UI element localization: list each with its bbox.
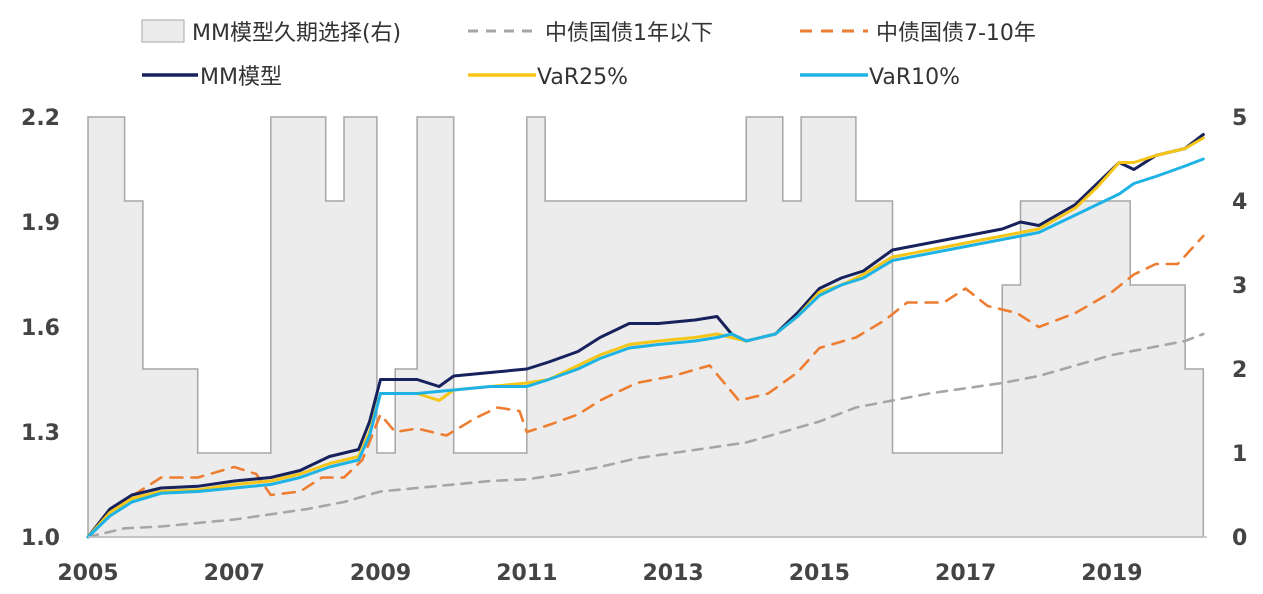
legend: MM模型久期选择(右) 中债国债1年以下 中债国债7-10年 MM模型 VaR2…: [141, 19, 1036, 90]
x-tick-label: 2013: [642, 561, 703, 586]
x-tick-label: 2011: [496, 561, 557, 586]
right-tick-label: 5: [1232, 106, 1247, 131]
left-axis: 1.0 1.3 1.6 1.9 2.2: [21, 106, 60, 551]
right-tick-label: 1: [1232, 442, 1247, 467]
series-lines: [86, 133, 1205, 539]
legend-item-var10: VaR10%: [800, 65, 960, 90]
plot-area: [86, 116, 1207, 539]
right-tick-label: 0: [1232, 526, 1247, 551]
x-tick-label: 2017: [935, 561, 996, 586]
legend-item-mm-model: MM模型: [142, 65, 282, 90]
left-tick-label: 1.6: [21, 316, 60, 341]
legend-label-mm-model: MM模型: [200, 65, 282, 90]
right-tick-label: 3: [1232, 274, 1247, 299]
x-tick-label: 2007: [204, 561, 265, 586]
legend-label-duration-area: MM模型久期选择(右): [192, 21, 401, 46]
legend-item-gov-1y: 中债国债1年以下: [468, 21, 713, 46]
series-gov-1y: [86, 332, 1205, 539]
left-tick-label: 1.0: [21, 526, 60, 551]
legend-swatch-duration-area: [141, 19, 185, 43]
legend-label-gov-7-10y: 中债国债7-10年: [876, 21, 1036, 46]
legend-item-var25: VaR25%: [468, 65, 628, 90]
left-tick-label: 1.9: [21, 211, 60, 236]
left-tick-label: 1.3: [21, 421, 60, 446]
x-tick-label: 2019: [1081, 561, 1142, 586]
x-tick-label: 2009: [350, 561, 411, 586]
x-axis: 2005 2007 2009 2011 2013 2015 2017 2019: [57, 561, 1142, 586]
series-var25: [86, 136, 1205, 539]
series-gov-7-10y: [86, 234, 1205, 539]
legend-label-var25: VaR25%: [537, 65, 628, 90]
left-tick-label: 2.2: [21, 106, 60, 131]
legend-label-var10: VaR10%: [869, 65, 960, 90]
legend-label-gov-1y: 中债国债1年以下: [545, 21, 713, 46]
right-tick-label: 4: [1232, 190, 1247, 215]
x-tick-label: 2005: [57, 561, 118, 586]
legend-item-gov-7-10y: 中债国债7-10年: [800, 21, 1036, 46]
x-tick-label: 2015: [789, 561, 850, 586]
series-var10: [86, 157, 1205, 539]
legend-item-duration-area: MM模型久期选择(右): [141, 19, 401, 46]
right-axis: 0 1 2 3 4 5: [1232, 106, 1247, 551]
series-mm-model: [86, 133, 1205, 539]
right-tick-label: 2: [1232, 358, 1247, 383]
